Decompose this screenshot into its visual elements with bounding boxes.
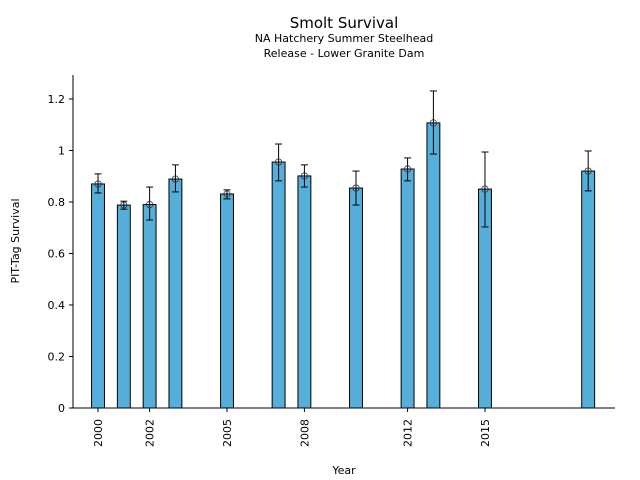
bar-2005 xyxy=(220,193,234,409)
point-marker-2008 xyxy=(300,172,309,180)
point-marker-2003 xyxy=(171,175,180,183)
x-tick-label: 2008 xyxy=(298,419,311,447)
x-tick-label: 2002 xyxy=(144,419,157,447)
x-axis-label: Year xyxy=(331,464,356,477)
y-tick-label: 1.2 xyxy=(48,93,66,106)
y-tick-label: 0.8 xyxy=(48,196,66,209)
x-tick-label: 2000 xyxy=(92,419,105,447)
error-bar-2001 xyxy=(120,200,128,210)
bar-2003 xyxy=(168,178,183,409)
error-bar-2007 xyxy=(275,143,283,182)
bar-2010 xyxy=(349,187,363,409)
bars-group xyxy=(91,122,596,409)
error-bar-2019 xyxy=(584,150,592,192)
bar-2019 xyxy=(581,170,596,409)
chart-subtitle-line-2: Release - Lower Granite Dam xyxy=(264,47,425,60)
error-bar-2008 xyxy=(300,164,309,188)
x-tick-label: 2005 xyxy=(221,419,234,447)
point-marker-2000 xyxy=(94,180,102,188)
bar-2012 xyxy=(400,168,415,409)
error-bar-2010 xyxy=(352,170,360,206)
bar-2007 xyxy=(271,161,286,409)
point-marker-2012 xyxy=(403,165,412,173)
error-bar-2005 xyxy=(223,189,231,200)
point-marker-2005 xyxy=(223,190,231,198)
bar-2002 xyxy=(142,204,157,409)
error-bar-2000 xyxy=(94,173,102,194)
x-ticks: 2000 2002 2005 2008 2012 2015 xyxy=(92,408,492,447)
y-tick-label: 0 xyxy=(58,402,65,415)
point-marker-2019 xyxy=(584,167,592,175)
bar-2013 xyxy=(426,122,441,409)
point-marker-2013 xyxy=(429,119,437,127)
y-tick-label: 0.4 xyxy=(48,299,66,312)
point-marker-2001 xyxy=(120,201,128,209)
y-tick-label: 0.2 xyxy=(48,350,66,363)
error-bar-2015 xyxy=(481,151,489,228)
point-marker-2010 xyxy=(352,184,360,192)
bar-2008 xyxy=(297,175,312,409)
error-bar-2003 xyxy=(171,164,180,193)
point-marker-2002 xyxy=(146,200,154,209)
y-axis-label: PIT-Tag Survival xyxy=(9,198,22,283)
chart-title: Smolt Survival xyxy=(290,14,399,32)
error-bar-2012 xyxy=(403,157,412,182)
bar-2000 xyxy=(91,183,105,409)
y-tick-label: 0.6 xyxy=(48,247,66,260)
y-ticks: 0 0.2 0.4 0.6 0.8 1 1.2 xyxy=(48,93,73,415)
point-marker-2015 xyxy=(481,185,489,193)
x-tick-label: 2015 xyxy=(479,419,492,447)
x-tick-label: 2012 xyxy=(402,419,415,447)
bar-2001 xyxy=(116,204,131,409)
point-marker-2007 xyxy=(275,158,283,166)
y-tick-label: 1 xyxy=(58,144,65,157)
error-bar-2002 xyxy=(146,186,154,221)
chart-subtitle-line-1: NA Hatchery Summer Steelhead xyxy=(255,32,433,45)
error-bar-2013 xyxy=(429,90,437,155)
error-bars-group xyxy=(94,90,592,228)
